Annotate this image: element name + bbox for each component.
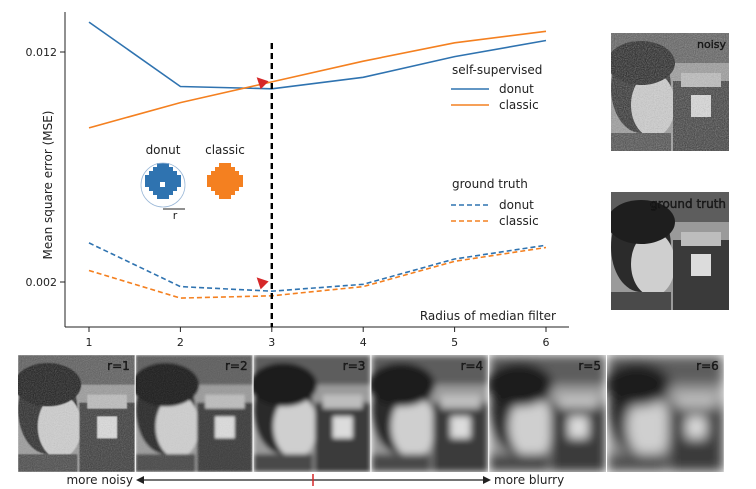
donut-kernel-icon [140, 162, 186, 208]
axis-ticks: 1 2 3 4 5 6 0.002 0.012 [26, 46, 550, 349]
series-self-supervised-classic [88, 30, 547, 129]
legend-label-gt-classic: classic [499, 214, 539, 228]
optimum-marker-1 [256, 77, 269, 90]
x-tick-label-6: 6 [543, 336, 550, 349]
strip-panel-label-5: r=5 [578, 359, 601, 373]
legend-label-ss-donut: donut [499, 82, 534, 96]
x-tick-label-5: 5 [451, 336, 458, 349]
y-axis-label: Mean square error (MSE) [41, 111, 55, 260]
strip-panel-label-4: r=4 [461, 359, 484, 373]
inset-classic-label: classic [205, 143, 245, 157]
y-tick-label-0.002: 0.002 [26, 276, 58, 289]
noisy-image: noisy [611, 33, 729, 151]
more-noisy-label: more noisy [66, 473, 133, 487]
series-layer [88, 21, 547, 327]
legend-label-gt-donut: donut [499, 198, 534, 212]
x-tick-label-4: 4 [360, 336, 367, 349]
strip-panel-1 [18, 355, 135, 472]
optimum-marker-2 [256, 277, 269, 290]
series-ground-truth-classic [88, 246, 547, 299]
ground-truth-label: ground truth [650, 197, 726, 211]
y-tick-label-0.012: 0.012 [26, 46, 58, 59]
series-ground-truth-donut [88, 242, 547, 293]
filter-radius-strip: r=1 r=2 r=3 r=4 r=5 r=6 [18, 355, 724, 472]
inset-donut-label: donut [146, 143, 181, 157]
noise-blur-axis: more noisy more blurry [66, 473, 564, 487]
kernel-inset: donut classic r [140, 143, 245, 222]
more-blurry-label: more blurry [494, 473, 564, 487]
noisy-label: noisy [697, 38, 726, 51]
inset-radius-label: r [173, 209, 178, 222]
strip-panel-label-6: r=6 [696, 359, 719, 373]
strip-panel-label-2: r=2 [225, 359, 248, 373]
x-tick-label-2: 2 [177, 336, 184, 349]
x-tick-label-1: 1 [86, 336, 93, 349]
arrow-left-icon [136, 476, 144, 484]
x-tick-label-3: 3 [268, 336, 275, 349]
strip-panel-label-3: r=3 [343, 359, 366, 373]
classic-kernel-icon [207, 163, 243, 199]
legend: self-supervised donut classic ground tru… [451, 63, 542, 228]
ground-truth-image: ground truth [611, 192, 729, 310]
arrow-right-icon [483, 476, 491, 484]
series-self-supervised-donut [88, 21, 547, 90]
strip-panel-2 [135, 355, 253, 472]
legend-group-title-self-supervised: self-supervised [452, 63, 542, 77]
x-axis-label: Radius of median filter [420, 309, 556, 323]
legend-label-ss-classic: classic [499, 98, 539, 112]
legend-group-title-ground-truth: ground truth [452, 177, 528, 191]
plot-axes [64, 12, 569, 328]
strip-panel-label-1: r=1 [107, 359, 130, 373]
